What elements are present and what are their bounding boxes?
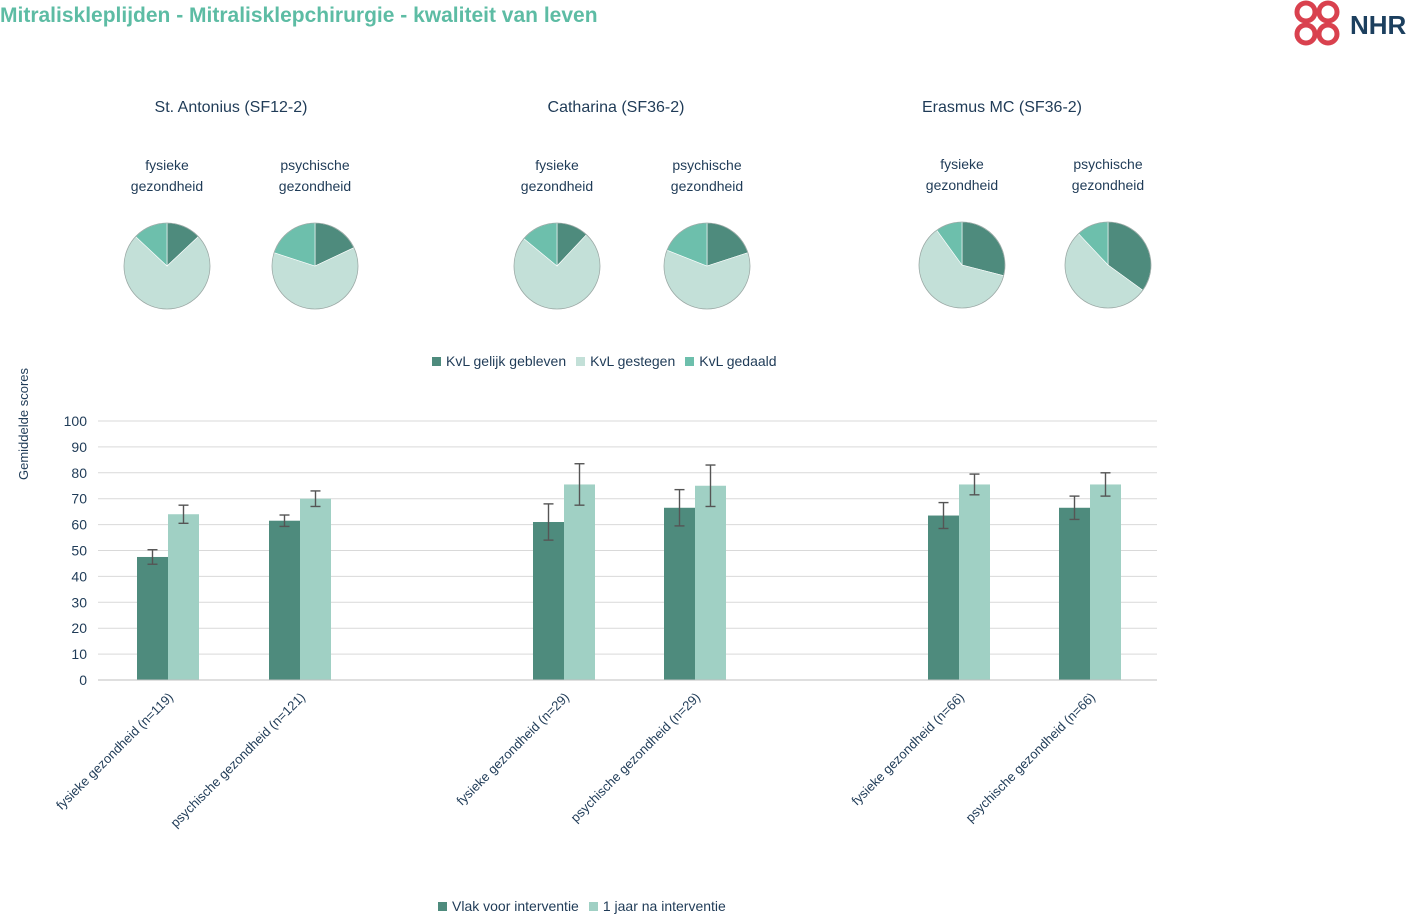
nhr-logo: NHR [1294, 0, 1407, 46]
error-bar-0-1 [178, 504, 189, 525]
pie-legend-item-gelijk: KvL gelijk gebleven [432, 353, 566, 369]
pie-legend-item-gedaald: KvL gedaald [685, 353, 777, 369]
pie-label-psychisch-st-antonius: psychische gezondheid [278, 157, 352, 194]
hospital-title-st-antonius: St. Antonius (SF12-2) [154, 99, 308, 116]
error-bar-3-0 [674, 488, 685, 527]
pie-legend-label: KvL gelijk gebleven [446, 353, 567, 369]
error-bar-2-1 [574, 463, 585, 506]
y-tick-label: 90 [71, 439, 87, 455]
bar-2-1 [564, 484, 595, 680]
pie-3-outline [663, 222, 751, 310]
y-tick-label: 10 [71, 646, 87, 662]
bar-1-1 [300, 498, 331, 680]
error-bar-4-0 [938, 501, 949, 530]
error-bar-2-0 [543, 503, 554, 541]
pie-5-outline [1064, 221, 1152, 309]
y-tick-label: 50 [71, 543, 87, 559]
y-tick-label: 80 [71, 465, 87, 481]
pie-label-fysiek-st-antonius: fysieke gezondheid [130, 157, 204, 194]
x-tick-label: psychische gezondheid (n=66) [963, 690, 1099, 826]
error-bar-5-0 [1069, 495, 1080, 521]
bar-legend-label: Vlak voor interventie [452, 898, 579, 914]
y-axis-label: Gemiddelde scores [16, 368, 31, 480]
logo-text: NHR [1350, 10, 1407, 40]
error-bar-1-0 [279, 514, 290, 528]
bar-1-0 [269, 520, 300, 680]
bar-legend-item-na: 1 jaar na interventie [588, 898, 726, 914]
bar-4-0 [928, 515, 959, 680]
pie-label-fysiek-catharina: fysieke gezondheid [520, 157, 594, 194]
x-tick-label: fysieke gezondheid (n=119) [53, 690, 176, 813]
bar-3-0 [664, 507, 695, 680]
bar-0-1 [168, 514, 199, 680]
nhr-logo-mark-icon [1294, 0, 1340, 46]
bar-5-1 [1090, 484, 1121, 680]
error-bar-3-1 [705, 464, 716, 508]
hospital-title-erasmus: Erasmus MC (SF36-2) [921, 99, 1083, 116]
pie-4-outline [918, 221, 1006, 309]
bar-5-0 [1059, 507, 1090, 680]
bar-0-0 [137, 556, 168, 680]
bar-2-0 [533, 522, 564, 680]
pie-legend: KvL gelijk gebleven KvL gestegen KvL ged… [432, 353, 777, 369]
pie-1-outline [271, 222, 359, 310]
page-title: Mitraliskleplijden - Mitralisklepchirurg… [0, 4, 598, 27]
error-bar-4-1 [969, 473, 980, 496]
pie-label-fysiek-erasmus: fysieke gezondheid [925, 156, 999, 193]
pie-legend-label: KvL gestegen [590, 353, 676, 369]
pie-label-psychisch-erasmus: psychische gezondheid [1071, 156, 1145, 193]
error-bar-5-1 [1100, 472, 1111, 497]
y-tick-label: 20 [71, 620, 87, 636]
y-tick-label: 60 [71, 517, 87, 533]
x-tick-label: psychische gezondheid (n=121) [167, 690, 308, 831]
bar-3-1 [695, 485, 726, 680]
y-tick-label: 40 [71, 568, 87, 584]
pie-legend-item-gestegen: KvL gestegen [576, 353, 675, 369]
bar-legend-label: 1 jaar na interventie [602, 898, 726, 914]
y-tick-label: 30 [71, 594, 87, 610]
error-bar-0-0 [147, 549, 158, 565]
hospital-title-catharina: Catharina (SF36-2) [547, 99, 685, 116]
bar-4-1 [959, 484, 990, 680]
y-tick-label: 100 [64, 413, 88, 429]
y-tick-label: 0 [79, 672, 87, 688]
pie-0-outline [123, 222, 211, 310]
pie-2-outline [513, 222, 601, 310]
pie-charts [123, 221, 1152, 310]
bar-legend-item-voor: Vlak voor interventie [438, 898, 579, 914]
error-bar-1-1 [310, 490, 321, 508]
x-tick-label: fysieke gezondheid (n=29) [453, 690, 572, 809]
x-tick-label: psychische gezondheid (n=29) [568, 690, 704, 826]
pie-legend-label: KvL gedaald [699, 353, 777, 369]
y-tick-label: 70 [71, 491, 87, 507]
bar-legend: Vlak voor interventie 1 jaar na interven… [438, 898, 726, 914]
x-tick-label: fysieke gezondheid (n=66) [848, 690, 967, 809]
pie-label-psychisch-catharina: psychische gezondheid [670, 157, 744, 194]
